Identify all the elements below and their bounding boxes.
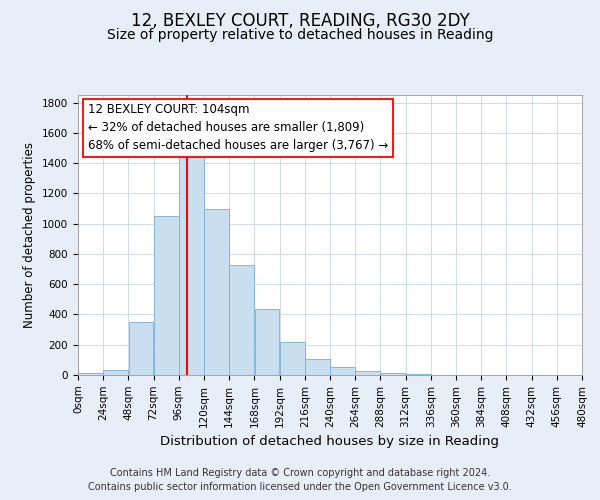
- Bar: [305, 359, 330, 375]
- Bar: [330, 366, 355, 375]
- Text: 12, BEXLEY COURT, READING, RG30 2DY: 12, BEXLEY COURT, READING, RG30 2DY: [131, 12, 469, 30]
- Y-axis label: Number of detached properties: Number of detached properties: [23, 142, 37, 328]
- Bar: [128, 322, 154, 375]
- Bar: [78, 372, 103, 375]
- Text: Contains public sector information licensed under the Open Government Licence v3: Contains public sector information licen…: [88, 482, 512, 492]
- Text: Contains HM Land Registry data © Crown copyright and database right 2024.: Contains HM Land Registry data © Crown c…: [110, 468, 490, 477]
- Bar: [179, 157, 204, 375]
- Bar: [103, 370, 128, 375]
- Bar: [154, 216, 179, 375]
- Bar: [280, 342, 305, 375]
- Bar: [355, 371, 380, 375]
- Bar: [204, 208, 229, 375]
- Bar: [254, 309, 280, 375]
- X-axis label: Distribution of detached houses by size in Reading: Distribution of detached houses by size …: [161, 435, 499, 448]
- Bar: [229, 266, 254, 375]
- Text: Size of property relative to detached houses in Reading: Size of property relative to detached ho…: [107, 28, 493, 42]
- Text: 12 BEXLEY COURT: 104sqm
← 32% of detached houses are smaller (1,809)
68% of semi: 12 BEXLEY COURT: 104sqm ← 32% of detache…: [88, 104, 388, 152]
- Bar: [380, 373, 406, 375]
- Bar: [406, 374, 431, 375]
